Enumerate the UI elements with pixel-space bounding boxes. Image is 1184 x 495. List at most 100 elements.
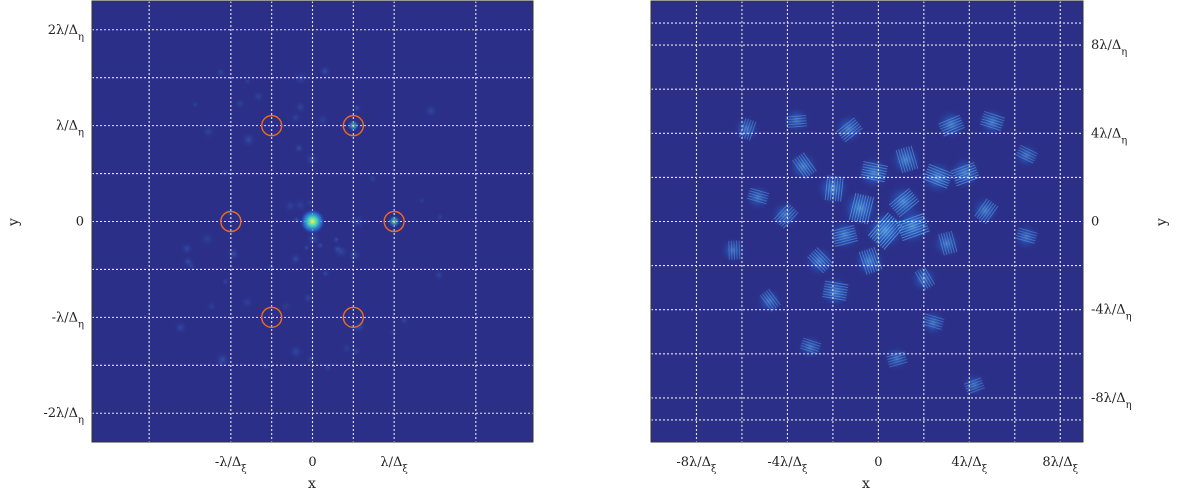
right-fringe-line <box>860 173 886 180</box>
right-fringe-line <box>858 251 868 275</box>
left-speckle-blob <box>320 268 331 279</box>
left-speckle-blob <box>340 342 353 355</box>
right-speckle-blob <box>769 199 801 231</box>
tick-main-text: 2λ/Δ <box>48 23 78 38</box>
left-speckle-blob <box>205 299 218 313</box>
right-fringe-group <box>950 162 980 187</box>
right-fringe-line <box>1017 229 1037 237</box>
right-speckle-blob <box>815 170 851 207</box>
left-speckle-blob <box>367 173 379 185</box>
right-fringe-line <box>900 225 928 237</box>
right-fringe-line <box>741 118 749 139</box>
right-fringe-line <box>841 123 860 139</box>
left-speckle-blob <box>181 255 195 269</box>
right-y-tick-label: -8λ/Δη <box>1091 391 1132 411</box>
right-fringe-line <box>839 121 859 137</box>
left-speckle-blob <box>198 229 216 248</box>
right-fringe-line <box>856 194 865 222</box>
right-fringe-line <box>925 170 951 182</box>
left-marker-circle <box>342 114 365 137</box>
right-fringe-line <box>782 211 799 229</box>
right-fringe-line <box>1017 149 1036 159</box>
right-fringe-line <box>786 114 807 118</box>
right-y-tick-label: -4λ/Δη <box>1091 303 1132 323</box>
right-fringe-line <box>980 120 1002 129</box>
right-fringe-line <box>976 199 990 219</box>
right-fringe-line <box>924 315 944 323</box>
right-fringe-line <box>902 230 930 242</box>
right-fringe-line <box>861 171 886 178</box>
right-fringe-line <box>837 119 857 135</box>
right-fringe-line <box>910 145 919 169</box>
left-speckle-blob <box>216 359 225 368</box>
right-fringe-line <box>766 290 779 307</box>
right-fringe-group <box>759 288 781 312</box>
tick-main-text: -4λ/Δ <box>767 455 802 470</box>
right-fringe-group <box>799 337 822 355</box>
right-fringe-line <box>803 337 822 345</box>
right-speckle-blob <box>930 227 963 260</box>
right-fringe-line <box>954 171 978 182</box>
right-fringe-line <box>863 250 873 273</box>
right-fringe-line <box>786 122 807 126</box>
right-fringe-group <box>1015 227 1038 244</box>
left-speckle-layer <box>172 64 446 374</box>
right-fringe-line <box>858 195 867 223</box>
right-fringe-group <box>848 192 875 225</box>
right-fringe-line <box>922 323 942 330</box>
left-y-axis-label: y <box>6 218 22 227</box>
right-fringe-line <box>862 166 887 173</box>
left-speckle-blob <box>291 196 309 214</box>
left-y-tick-labels: 2λ/Δηλ/Δη0-λ/Δη-2λ/Δη <box>43 23 84 426</box>
right-speckle-blob <box>884 183 922 221</box>
right-fringe-line <box>898 200 920 218</box>
left-speckle-blob <box>243 77 252 86</box>
right-fringe-line <box>889 361 908 368</box>
right-fringe-line <box>945 232 953 254</box>
right-fringe-line <box>983 113 1005 122</box>
right-fringe-line <box>887 353 906 360</box>
left-speckle-blob <box>199 123 217 141</box>
right-fringe-group <box>792 152 817 180</box>
right-fringe-line <box>871 215 893 240</box>
right-fringe-line <box>796 156 811 176</box>
right-x-axis-label: x <box>862 476 870 492</box>
right-fringe-line <box>967 387 985 395</box>
right-speckle-blob <box>827 217 862 252</box>
right-fringe-line <box>748 192 768 200</box>
right-fringe-line <box>982 204 997 223</box>
tick-subscript: η <box>1126 311 1132 322</box>
right-fringe-line <box>822 293 847 299</box>
right-fringe-line <box>943 232 950 255</box>
left-speckle-blob <box>417 196 427 205</box>
left-x-tick-labels: -λ/Δξ 0 λ/Δξ <box>215 455 409 475</box>
right-fringe-line <box>863 161 888 167</box>
left-speckle-blob <box>293 100 308 115</box>
right-fringe-line <box>939 117 961 127</box>
right-fringe-line <box>1015 237 1035 244</box>
right-fringe-line <box>823 290 847 296</box>
tick-subscript: η <box>1121 135 1127 146</box>
right-speckle-blob <box>796 333 824 361</box>
right-fringe-line <box>814 249 832 267</box>
right-fringe-group <box>747 187 770 205</box>
left-speckle-blob <box>423 103 439 119</box>
right-fringe-line <box>832 232 857 240</box>
right-fringe-line <box>981 118 1003 127</box>
right-fringe-line <box>809 254 826 272</box>
right-fringe-line <box>812 250 830 268</box>
tick-main-text: -4λ/Δ <box>1091 303 1126 318</box>
left-y-tick-label: -2λ/Δη <box>43 406 84 426</box>
left-speckle-blob <box>347 247 363 263</box>
right-fringe-line <box>781 210 797 227</box>
right-fringe-group <box>922 313 945 330</box>
tick-main-text: 8λ/Δ <box>1091 38 1121 53</box>
right-fringe-line <box>834 240 859 247</box>
right-fringe-group <box>938 114 965 137</box>
right-fringe-line <box>895 196 917 214</box>
right-fringe-line <box>948 231 955 253</box>
tick-main-text: 8λ/Δ <box>1042 455 1072 470</box>
right-fringe-line <box>759 294 773 312</box>
right-fringe-line <box>802 340 821 347</box>
right-fringe-line <box>923 318 943 325</box>
